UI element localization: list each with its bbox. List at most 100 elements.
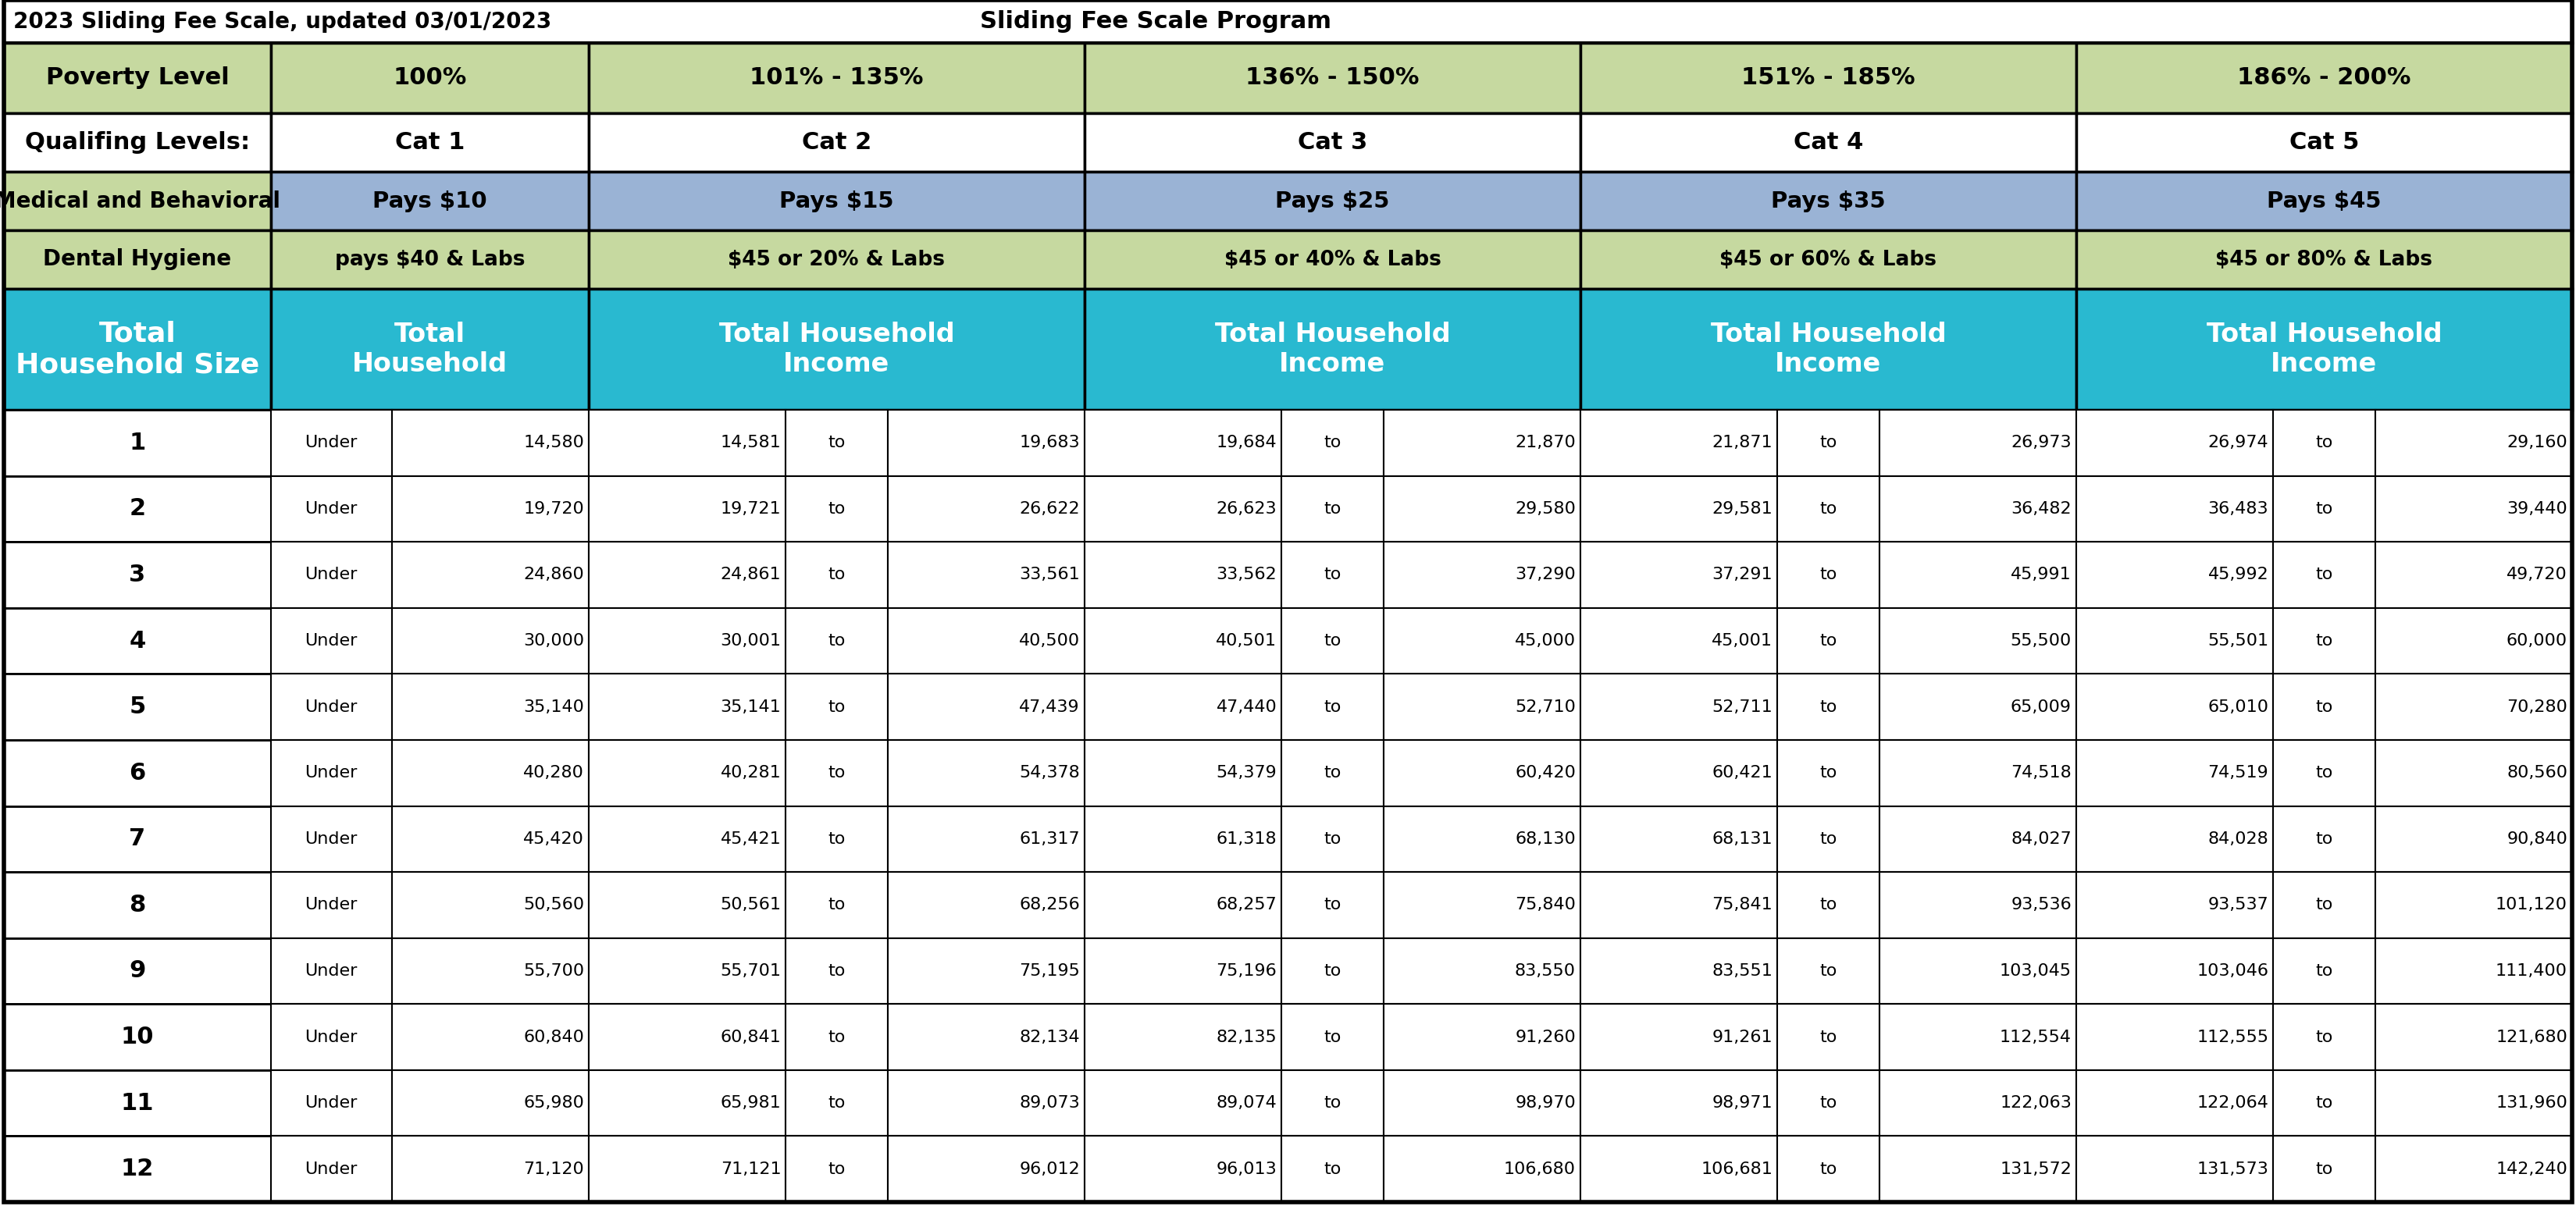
Bar [2076, 740, 2275, 806]
Bar [1582, 1136, 1777, 1202]
Bar [1777, 938, 1880, 1005]
Text: 19,721: 19,721 [721, 500, 781, 516]
Bar [1777, 872, 1880, 938]
Text: 40,500: 40,500 [1020, 633, 1079, 649]
Text: Pays $45: Pays $45 [2267, 191, 2380, 212]
Bar [786, 872, 889, 938]
Bar [1582, 1070, 1777, 1136]
Bar [590, 288, 1084, 410]
Bar [1283, 1136, 1383, 1202]
Text: to: to [1324, 964, 1342, 979]
Text: to: to [827, 964, 845, 979]
Bar [786, 476, 889, 541]
Text: to: to [2316, 500, 2334, 516]
Bar [2275, 410, 2375, 476]
Text: 142,240: 142,240 [2496, 1161, 2568, 1177]
Bar [786, 608, 889, 674]
Text: 111,400: 111,400 [2496, 964, 2568, 979]
Bar [5, 113, 270, 171]
Text: 14,580: 14,580 [523, 435, 585, 451]
Text: Total Household
Income: Total Household Income [719, 322, 956, 377]
Text: 33,562: 33,562 [1216, 567, 1278, 582]
Bar [590, 938, 786, 1005]
Text: Cat 1: Cat 1 [394, 131, 464, 154]
Text: to: to [827, 1029, 845, 1044]
Bar [2076, 872, 2275, 938]
Bar [2375, 938, 2571, 1005]
Bar [889, 740, 1084, 806]
Bar [5, 872, 270, 938]
Bar [5, 171, 270, 230]
Bar [1582, 1005, 1777, 1070]
Bar [1383, 1005, 1582, 1070]
Text: 55,501: 55,501 [2208, 633, 2269, 649]
Text: 19,720: 19,720 [523, 500, 585, 516]
Text: 103,045: 103,045 [1999, 964, 2071, 979]
Text: 47,439: 47,439 [1020, 699, 1079, 715]
Bar [2375, 806, 2571, 872]
Text: 45,001: 45,001 [1713, 633, 1772, 649]
Bar [270, 938, 392, 1005]
Bar [270, 230, 590, 288]
Bar [1777, 410, 1880, 476]
Bar [5, 43, 270, 113]
Text: to: to [1819, 897, 1837, 913]
Text: to: to [1324, 435, 1342, 451]
Text: 36,482: 36,482 [2012, 500, 2071, 516]
Text: 98,970: 98,970 [1515, 1095, 1577, 1111]
Bar [2076, 674, 2275, 740]
Bar [270, 476, 392, 541]
Text: 36,483: 36,483 [2208, 500, 2269, 516]
Bar [2375, 872, 2571, 938]
Bar [1777, 806, 1880, 872]
Text: to: to [1324, 567, 1342, 582]
Text: 39,440: 39,440 [2506, 500, 2568, 516]
Bar [1084, 674, 1283, 740]
Bar [1777, 1136, 1880, 1202]
Bar [889, 806, 1084, 872]
Bar [270, 1005, 392, 1070]
Text: to: to [1324, 633, 1342, 649]
Bar [392, 806, 590, 872]
Text: Under: Under [304, 633, 358, 649]
Text: 131,960: 131,960 [2496, 1095, 2568, 1111]
Bar [2375, 608, 2571, 674]
Bar [1084, 476, 1283, 541]
Text: 35,140: 35,140 [523, 699, 585, 715]
Bar [1582, 230, 2076, 288]
Bar [1084, 171, 1582, 230]
Bar [1582, 171, 2076, 230]
Bar [1084, 113, 1582, 171]
Bar [889, 410, 1084, 476]
Text: 112,554: 112,554 [1999, 1029, 2071, 1044]
Text: 89,074: 89,074 [1216, 1095, 1278, 1111]
Text: 30,001: 30,001 [721, 633, 781, 649]
Bar [270, 608, 392, 674]
Text: 89,073: 89,073 [1020, 1095, 1079, 1111]
Text: 91,260: 91,260 [1515, 1029, 1577, 1044]
Text: 19,684: 19,684 [1216, 435, 1278, 451]
Text: 24,861: 24,861 [721, 567, 781, 582]
Bar [889, 938, 1084, 1005]
Bar [2275, 1005, 2375, 1070]
Text: to: to [1819, 831, 1837, 847]
Text: 98,971: 98,971 [1713, 1095, 1772, 1111]
Bar [1582, 608, 1777, 674]
Text: 5: 5 [129, 696, 147, 719]
Bar [786, 806, 889, 872]
Text: Qualifing Levels:: Qualifing Levels: [26, 131, 250, 154]
Bar [392, 938, 590, 1005]
Bar [1777, 476, 1880, 541]
Text: to: to [2316, 435, 2334, 451]
Bar [392, 1136, 590, 1202]
Bar [1383, 1136, 1582, 1202]
Text: 8: 8 [129, 894, 147, 917]
Text: 82,134: 82,134 [1020, 1029, 1079, 1044]
Bar [1084, 541, 1283, 608]
Text: to: to [2316, 897, 2334, 913]
Bar [270, 1070, 392, 1136]
Text: Pays $35: Pays $35 [1772, 191, 1886, 212]
Text: 47,440: 47,440 [1216, 699, 1278, 715]
Bar [590, 230, 1084, 288]
Bar [889, 608, 1084, 674]
